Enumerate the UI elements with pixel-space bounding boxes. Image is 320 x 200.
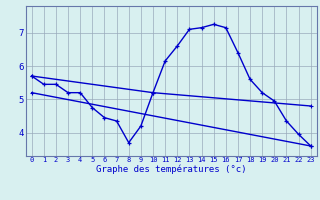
X-axis label: Graphe des températures (°c): Graphe des températures (°c) [96, 165, 246, 174]
